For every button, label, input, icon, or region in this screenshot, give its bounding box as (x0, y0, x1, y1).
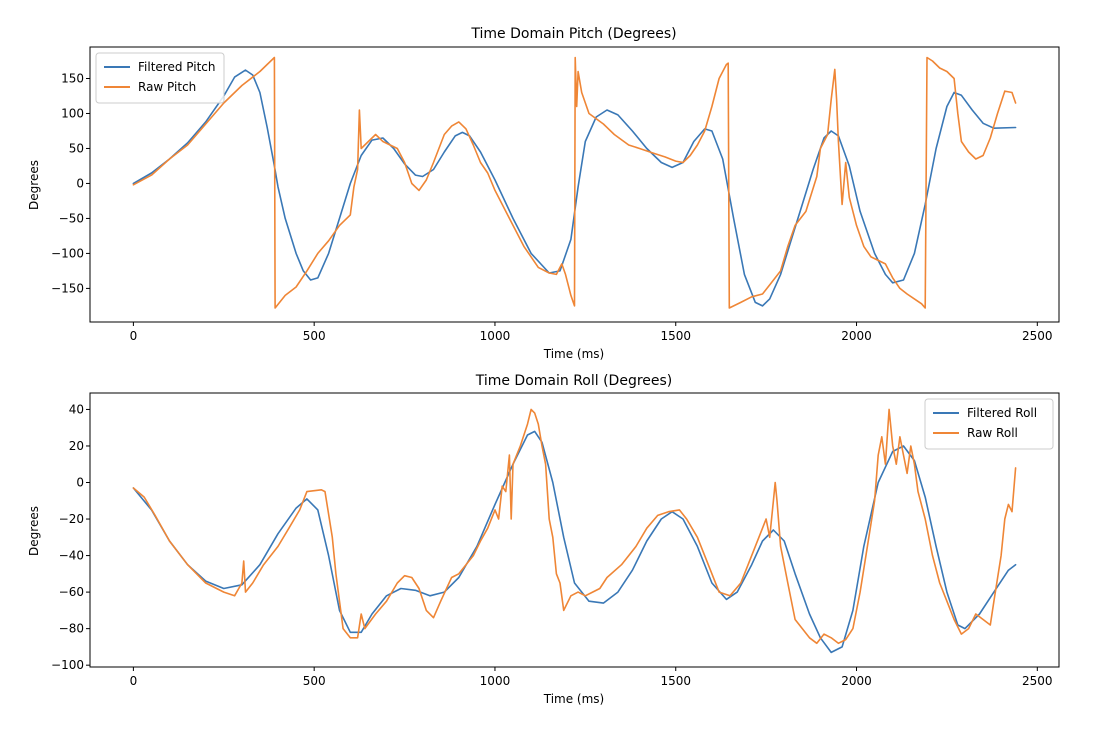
roll-x-tick-label: 1000 (480, 674, 511, 688)
pitch-y-tick-label: 0 (76, 176, 84, 190)
pitch-legend-label: Raw Pitch (138, 80, 196, 94)
pitch-series-layer (132, 56, 1017, 309)
roll-y-tick-label: −80 (59, 622, 84, 636)
roll-y-tick-label: −40 (59, 549, 84, 563)
pitch-x-tick-label: 1000 (480, 329, 511, 343)
pitch-plot-frame (89, 46, 1060, 323)
pitch-chart-title: Time Domain Pitch (Degrees) (470, 26, 676, 42)
roll-x-tick-label: 0 (130, 674, 138, 688)
roll-y-tick-label: −100 (51, 658, 84, 672)
roll-legend-label: Filtered Roll (967, 406, 1037, 420)
roll-legend-box (924, 398, 1054, 450)
pitch-y-tick-label: −50 (59, 211, 84, 225)
roll-y-tick-label: 40 (69, 402, 84, 416)
roll-plot-frame (89, 392, 1060, 668)
pitch-x-tick-label: 2500 (1022, 329, 1053, 343)
roll-x-tick-label: 2500 (1022, 674, 1053, 688)
roll-chart-title: Time Domain Roll (Degrees) (475, 373, 673, 389)
roll-series-layer (132, 408, 1017, 654)
pitch-chart: Time Domain Pitch (Degrees) 0 500 1000 1500… (27, 26, 1060, 361)
roll-series-raw-roll (132, 408, 1017, 645)
roll-x-tick-label: 1500 (660, 674, 691, 688)
pitch-x-tick-label: 2000 (841, 329, 872, 343)
pitch-y-tick-label: 50 (69, 141, 84, 155)
roll-y-ticks: −100 −80 −60 −40 −20 0 20 40 (51, 402, 90, 672)
roll-legend-label: Raw Roll (967, 426, 1018, 440)
roll-y-tick-label: −20 (59, 512, 84, 526)
pitch-legend-box (95, 52, 225, 104)
roll-x-tick-label: 2000 (841, 674, 872, 688)
roll-x-tick-label: 500 (303, 674, 326, 688)
pitch-legend-label: Filtered Pitch (138, 60, 215, 74)
roll-y-tick-label: 0 (76, 476, 84, 490)
roll-x-ticks: 0 500 1000 1500 2000 2500 (130, 667, 1053, 688)
roll-series-filtered-roll (132, 430, 1017, 654)
roll-y-tick-label: −60 (59, 585, 84, 599)
pitch-series-raw-pitch (132, 56, 1017, 309)
pitch-x-tick-label: 500 (303, 329, 326, 343)
pitch-legend: Filtered Pitch Raw Pitch (95, 52, 225, 104)
pitch-y-tick-label: −100 (51, 246, 84, 260)
roll-y-tick-label: 20 (69, 439, 84, 453)
roll-y-axis-label: Degrees (27, 506, 41, 556)
pitch-y-tick-label: 100 (61, 106, 84, 120)
roll-chart: Time Domain Roll (Degrees) 0 500 1000 1500 2… (27, 373, 1060, 706)
pitch-x-ticks: 0 500 1000 1500 2000 2500 (130, 322, 1053, 343)
pitch-y-ticks: −150 −100 −50 0 50 100 150 (51, 71, 90, 295)
pitch-y-axis-label: Degrees (27, 160, 41, 210)
pitch-y-tick-label: 150 (61, 71, 84, 85)
pitch-x-tick-label: 1500 (660, 329, 691, 343)
roll-legend: Filtered Roll Raw Roll (924, 398, 1054, 450)
pitch-x-axis-label: Time (ms) (543, 347, 605, 361)
pitch-x-tick-label: 0 (130, 329, 138, 343)
pitch-series-filtered-pitch (132, 69, 1017, 307)
pitch-y-tick-label: −150 (51, 281, 84, 295)
roll-x-axis-label: Time (ms) (543, 692, 605, 706)
